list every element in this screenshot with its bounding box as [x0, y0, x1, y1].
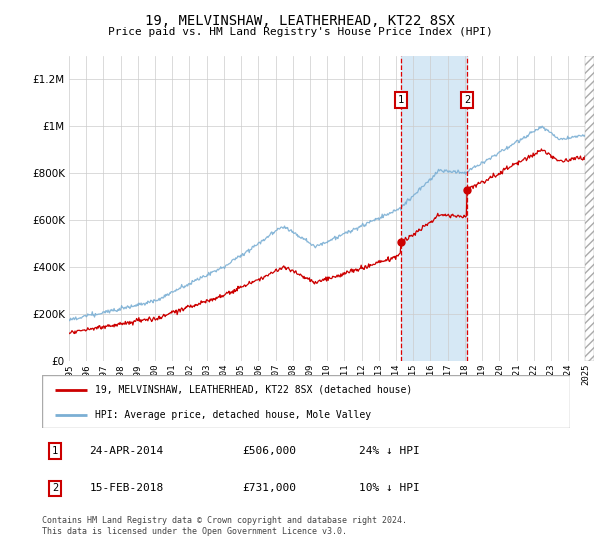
Text: 10% ↓ HPI: 10% ↓ HPI: [359, 483, 419, 493]
Text: Contains HM Land Registry data © Crown copyright and database right 2024.
This d: Contains HM Land Registry data © Crown c…: [42, 516, 407, 536]
Text: 24-APR-2014: 24-APR-2014: [89, 446, 164, 456]
Text: 1: 1: [398, 95, 404, 105]
Text: 15-FEB-2018: 15-FEB-2018: [89, 483, 164, 493]
Text: 24% ↓ HPI: 24% ↓ HPI: [359, 446, 419, 456]
Text: Price paid vs. HM Land Registry's House Price Index (HPI): Price paid vs. HM Land Registry's House …: [107, 27, 493, 37]
Text: 19, MELVINSHAW, LEATHERHEAD, KT22 8SX (detached house): 19, MELVINSHAW, LEATHERHEAD, KT22 8SX (d…: [95, 385, 412, 395]
Text: HPI: Average price, detached house, Mole Valley: HPI: Average price, detached house, Mole…: [95, 410, 371, 420]
FancyBboxPatch shape: [42, 375, 570, 428]
Text: 1: 1: [52, 446, 58, 456]
Text: 2: 2: [52, 483, 58, 493]
Bar: [401, 56, 467, 361]
Text: £506,000: £506,000: [242, 446, 296, 456]
Text: 19, MELVINSHAW, LEATHERHEAD, KT22 8SX: 19, MELVINSHAW, LEATHERHEAD, KT22 8SX: [145, 14, 455, 28]
Text: £731,000: £731,000: [242, 483, 296, 493]
Text: 2: 2: [464, 95, 470, 105]
